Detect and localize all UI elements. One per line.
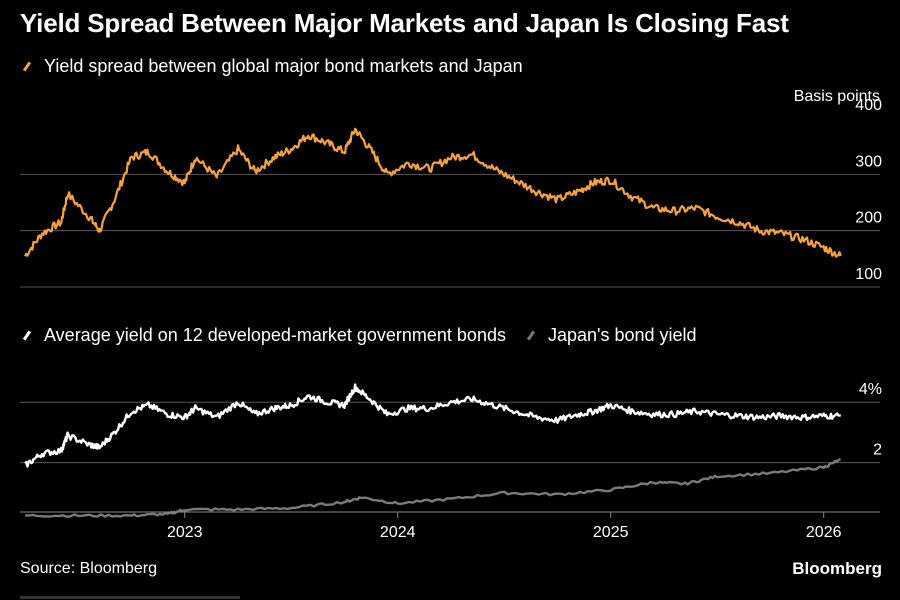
legend-label-spread: Yield spread between global major bond m… [44, 56, 523, 76]
y-tick-spread-100: 100 [855, 266, 882, 283]
bottom-legend: Average yield on 12 developed-market gov… [20, 325, 715, 346]
chart-title: Yield Spread Between Major Markets and J… [20, 8, 789, 38]
legend-item-spread: Yield spread between global major bond m… [20, 56, 523, 77]
x-tick-label-2026: 2026 [806, 524, 842, 541]
legend-item-japan: Japan's bond yield [524, 325, 697, 346]
series-line-spread [24, 127, 842, 258]
x-tick-label-2025: 2025 [593, 524, 629, 541]
y-axis-unit-label: Basis points [793, 88, 880, 105]
x-tick-label-2024: 2024 [380, 524, 416, 541]
top-legend: Yield spread between global major bond m… [20, 56, 541, 77]
legend-item-average: Average yield on 12 developed-market gov… [20, 325, 506, 346]
y-tick-spread-300: 300 [855, 153, 882, 170]
y-tick-yield-4: 4% [859, 381, 882, 398]
y-tick-spread-400: 400 [855, 97, 882, 114]
x-tick-label-2023: 2023 [167, 524, 203, 541]
brand-logo: Bloomberg [792, 559, 882, 578]
series-line-japan [24, 458, 841, 518]
footer-rule [20, 596, 240, 599]
y-tick-yield-2: 2 [873, 442, 882, 459]
legend-label-average: Average yield on 12 developed-market gov… [44, 325, 506, 345]
series-line-average [24, 383, 842, 468]
source-note: Source: Bloomberg [20, 560, 157, 577]
legend-label-japan: Japan's bond yield [547, 325, 697, 345]
y-tick-spread-200: 200 [855, 210, 882, 227]
